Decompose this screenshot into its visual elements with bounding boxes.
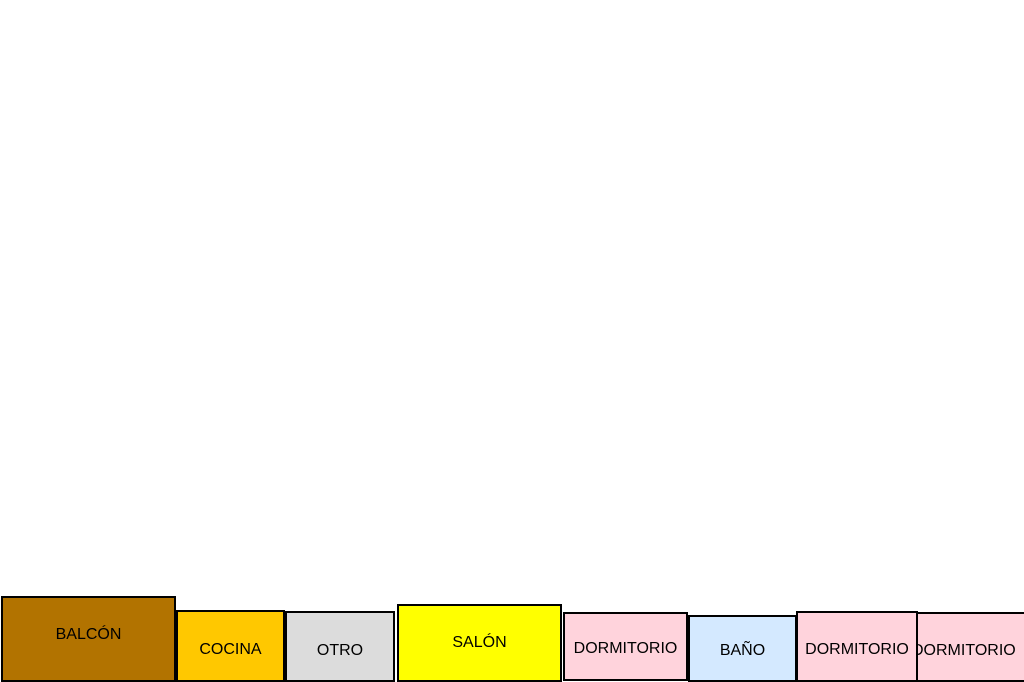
room-dormitorio: DORMITORIO [563,612,688,681]
room-label: DORMITORIO [916,642,1016,659]
room-label: DORMITORIO [573,639,678,657]
room-salon: SALÓN [397,604,562,682]
room-label: DORMITORIO [805,640,909,658]
room-dormitorio: DORMITORIO [916,612,1024,682]
room-label: COCINA [199,641,262,658]
room-dormitorio: DORMITORIO [796,611,918,682]
room-cocina: COCINA [176,610,285,682]
room-label: BALCÓN [55,626,122,643]
room-label: OTRO [316,641,364,659]
room-otro: OTRO [285,611,395,682]
room-label: SALÓN [452,634,507,651]
room-balcon: BALCÓN [1,596,176,682]
room-bano: BAÑO [688,615,797,682]
room-label: BAÑO [719,641,766,659]
